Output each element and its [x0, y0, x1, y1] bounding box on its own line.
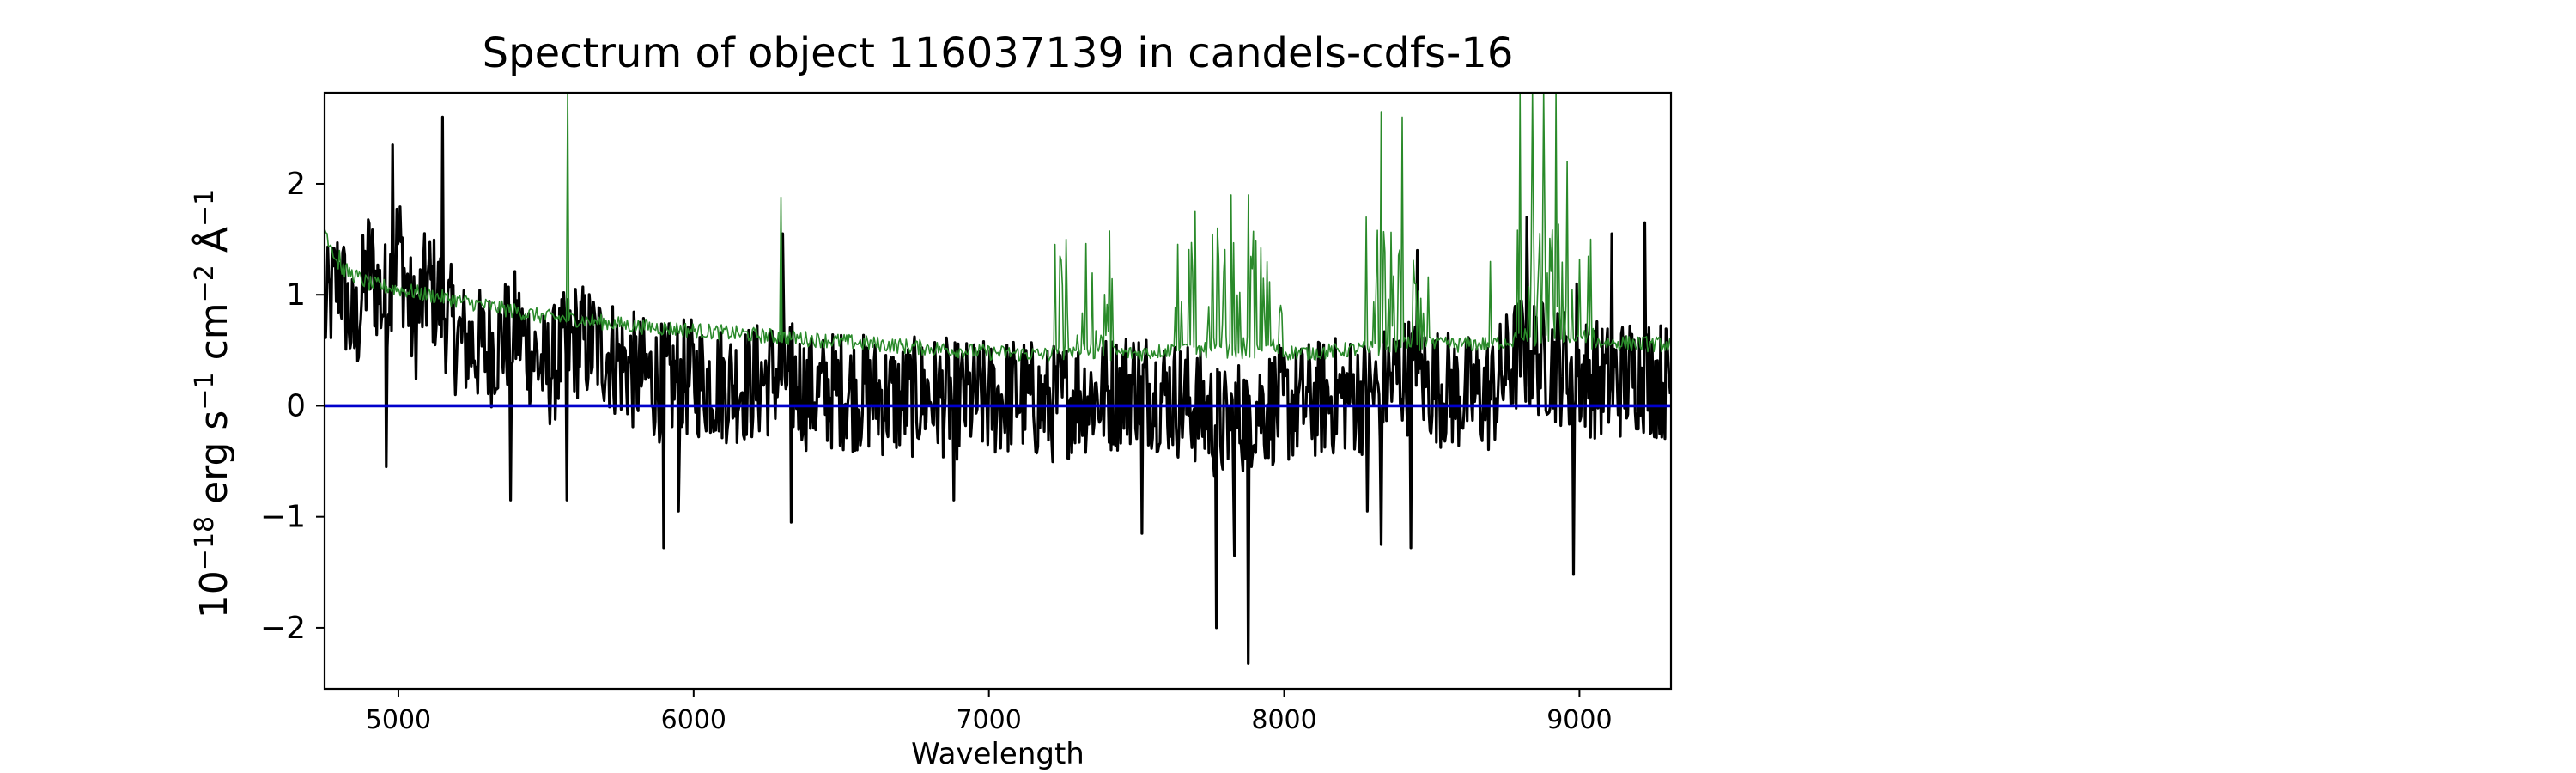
x-axis-label: Wavelength [911, 737, 1084, 771]
x-tick-label: 7000 [957, 705, 1022, 735]
series-model-line [325, 93, 1671, 362]
ticks-layer: 5000 6000 7000 8000 9000 −2 −1 0 1 2 [260, 167, 1613, 735]
x-tick-label: 5000 [366, 705, 431, 735]
series-flux-line [325, 115, 1671, 665]
y-tick-label: 2 [286, 167, 306, 202]
ylabel-erg: erg s [191, 410, 236, 516]
ylabel-exp-scale: −18 [190, 515, 221, 571]
y-axis-label: 10−18 erg s−1 cm−2 Å−1 [190, 189, 236, 618]
y-tick-label: −2 [260, 611, 306, 646]
ylabel-cm: cm [191, 302, 236, 373]
y-tick-label: 0 [286, 388, 306, 423]
ylabel-angstrom: Å [191, 227, 236, 265]
ylabel-exp-s: −1 [190, 372, 221, 411]
x-tick-label: 6000 [661, 705, 726, 735]
chart-title: Spectrum of object 116037139 in candels-… [482, 29, 1514, 77]
x-tick-label: 9000 [1546, 705, 1612, 735]
y-tick-label: −1 [260, 500, 306, 535]
x-tick-label: 8000 [1251, 705, 1316, 735]
ylabel-exp-angstrom: −1 [190, 188, 221, 228]
series-layer [325, 93, 1671, 665]
ylabel-exp-cm: −2 [190, 265, 221, 303]
ylabel-prefix: 10 [191, 570, 236, 619]
plot-frame [323, 91, 1673, 691]
y-tick-label: 1 [286, 277, 306, 313]
